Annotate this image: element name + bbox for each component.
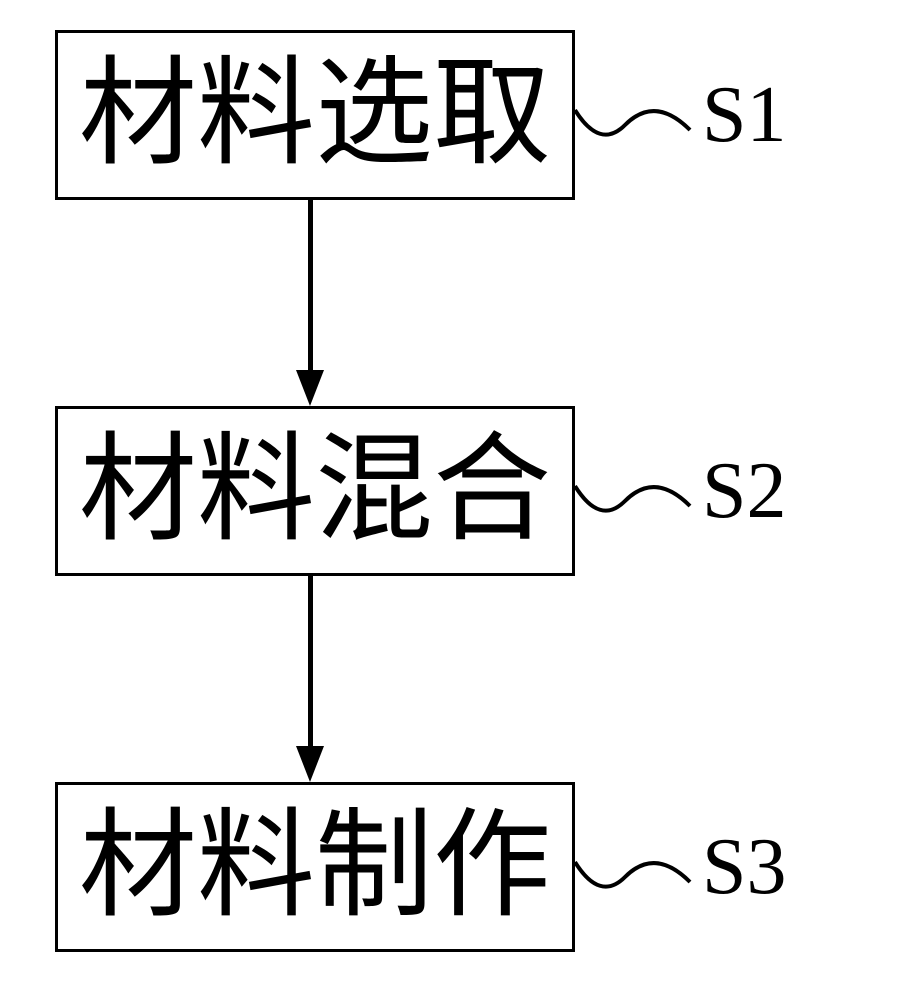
step-label-s3: S3 [702, 822, 787, 913]
connector-squiggle-s3 [575, 847, 700, 917]
arrow-s2-s3-line [308, 576, 313, 748]
arrow-s1-s2-head [296, 370, 324, 406]
step-label-s1: S1 [702, 70, 787, 161]
connector-squiggle-s1 [575, 95, 700, 165]
flow-box-s2-text: 材料混合 [79, 432, 551, 550]
arrow-s2-s3-head [296, 746, 324, 782]
flow-box-s1-text: 材料选取 [79, 56, 551, 174]
flow-box-s1: 材料选取 [55, 30, 575, 200]
step-label-s2: S2 [702, 446, 787, 537]
flow-box-s3: 材料制作 [55, 782, 575, 952]
flow-box-s2: 材料混合 [55, 406, 575, 576]
connector-squiggle-s2 [575, 471, 700, 541]
flow-box-s3-text: 材料制作 [79, 808, 551, 926]
arrow-s1-s2-line [308, 200, 313, 372]
